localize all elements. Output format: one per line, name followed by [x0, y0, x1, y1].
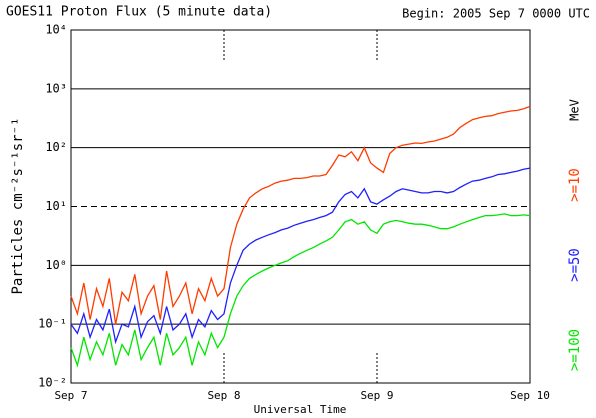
x-tick-label: Sep 9 — [360, 389, 393, 402]
y-tick-label: 10² — [45, 140, 67, 154]
x-axis-label: Universal Time — [254, 403, 347, 416]
legend-label: >=10 — [567, 168, 583, 202]
y-tick-label: 10⁻² — [38, 376, 67, 390]
chart-subtitle: Begin: 2005 Sep 7 0000 UTC — [402, 7, 590, 21]
x-tick-label: Sep 10 — [510, 389, 550, 402]
x-tick-label: Sep 8 — [207, 389, 240, 402]
y-tick-label: 10⁰ — [45, 258, 67, 272]
y-tick-label: 10⁴ — [45, 23, 67, 37]
chart-title: GOES11 Proton Flux (5 minute data) — [6, 5, 272, 20]
data-line — [70, 167, 531, 345]
y-tick-label: 10¹ — [45, 199, 67, 213]
x-tick-label: Sep 7 — [54, 389, 87, 402]
y-tick-label: 10⁻¹ — [38, 317, 67, 331]
data-line — [70, 105, 531, 325]
legend-label: >=100 — [567, 329, 583, 371]
legend-label: >=50 — [567, 248, 583, 282]
y-axis-label: Particles cm⁻²s⁻¹sr⁻¹ — [10, 117, 26, 294]
data-line — [70, 213, 531, 368]
y-tick-label: 10³ — [45, 81, 67, 95]
legend-unit: MeV — [568, 99, 582, 121]
